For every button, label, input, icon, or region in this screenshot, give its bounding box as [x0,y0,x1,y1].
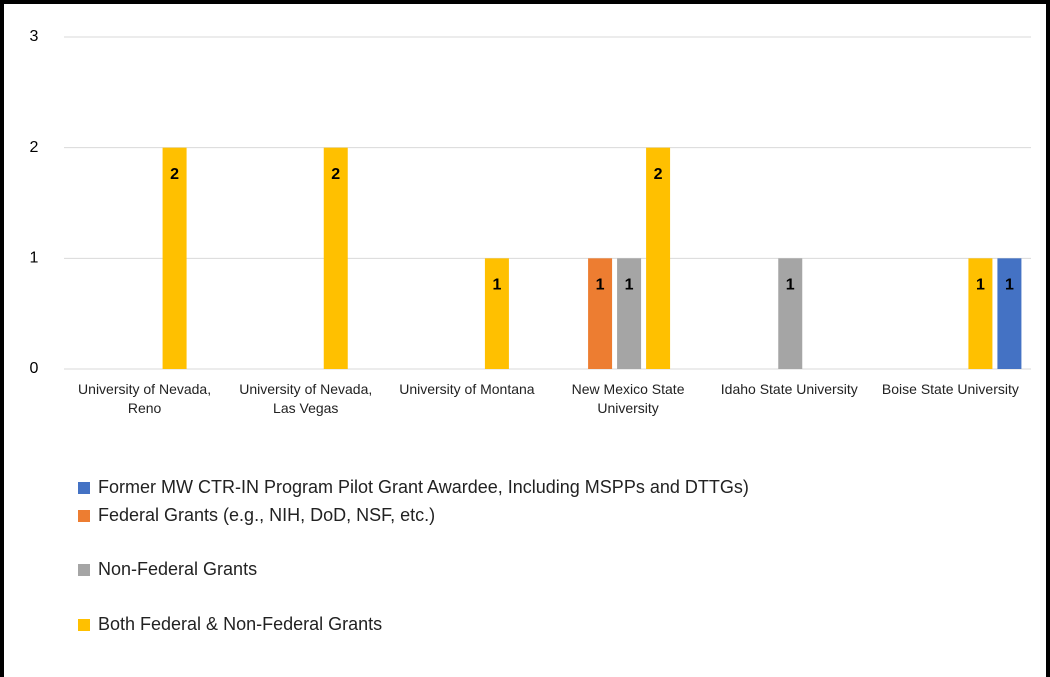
bar [588,258,613,369]
legend-label: Both Federal & Non-Federal Grants [98,614,383,634]
x-tick-label: University of Montana [399,381,535,397]
legend-swatch [78,482,90,494]
legend-swatch [78,619,90,631]
data-label: 1 [1005,277,1014,294]
data-label: 2 [654,166,663,183]
legend-item: Former MW CTR-IN Program Pilot Grant Awa… [78,474,838,501]
legend-label: Federal Grants (e.g., NIH, DoD, NSF, etc… [98,505,436,525]
y-tick-label: 2 [30,139,39,156]
bar [617,258,642,369]
bar [968,258,993,369]
data-label: 1 [596,277,605,294]
y-tick-label: 0 [30,360,39,377]
x-tick-label: Boise State University [881,381,1019,397]
data-label: 2 [331,166,340,183]
legend-label: Non-Federal Grants [98,559,258,579]
bar [484,258,509,369]
bar [162,147,187,369]
y-tick-label: 1 [30,250,39,267]
data-label: 1 [976,277,985,294]
bar [997,258,1022,369]
legend-swatch [78,510,90,522]
legend-item: Federal Grants (e.g., NIH, DoD, NSF, etc… [78,502,838,529]
x-tick-label: University of Nevada, Las Vegas [239,381,373,416]
legend-swatch [78,564,90,576]
bar [646,147,671,369]
data-label: 1 [625,277,634,294]
data-label: 2 [170,166,179,183]
legend-item: Non-Federal Grants [78,556,838,583]
x-tick-label: New Mexico State University [571,381,685,416]
legend-label: Former MW CTR-IN Program Pilot Grant Awa… [98,477,749,497]
bar [323,147,348,369]
x-tick-label: Idaho State University [720,381,858,397]
legend-item: Both Federal & Non-Federal Grants [78,611,838,638]
data-label: 1 [786,277,795,294]
y-tick-label: 3 [30,28,39,45]
x-tick-label: University of Nevada, Reno [78,381,212,416]
data-label: 1 [492,277,501,294]
bar [778,258,803,369]
